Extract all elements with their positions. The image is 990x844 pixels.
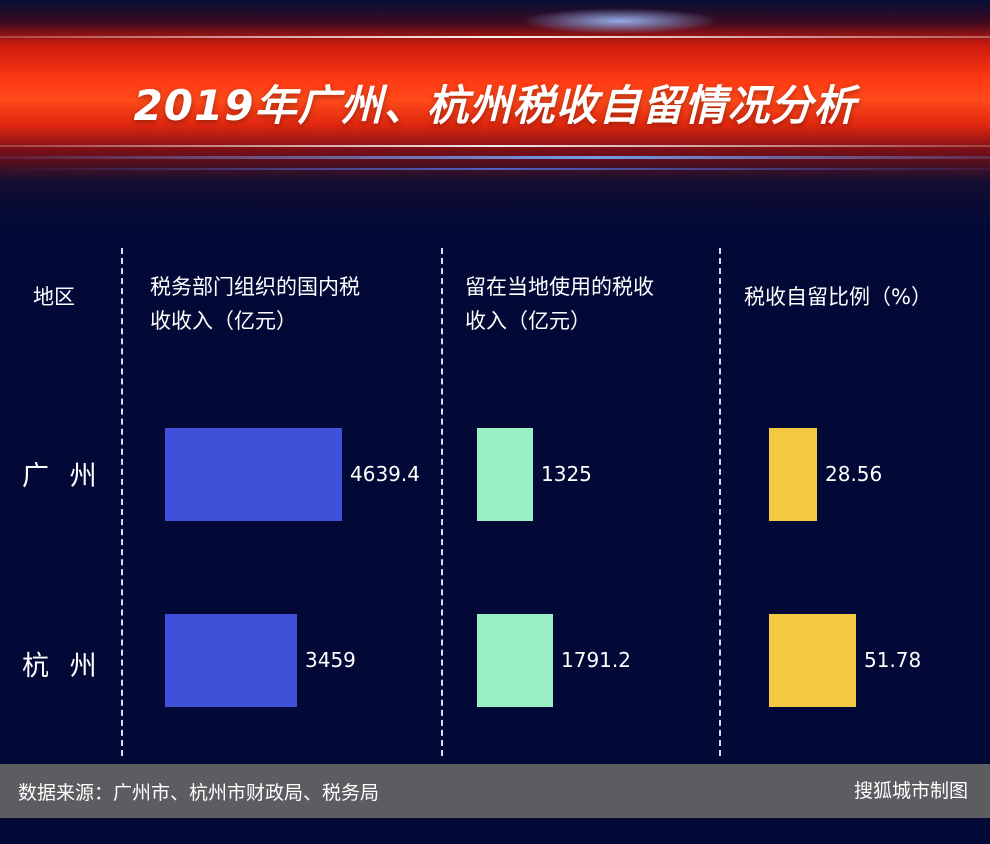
col1-header-line2: 收收入（亿元）: [150, 309, 297, 333]
light-glow: [520, 8, 720, 34]
value-label-2-1: 1325: [541, 461, 592, 486]
col3-header: 税收自留比例（%）: [744, 285, 932, 309]
column-divider: [441, 248, 443, 756]
region-label-guangzhou: 广 州: [22, 461, 103, 492]
value-label-1-2: 3459: [305, 647, 356, 672]
col2-header: 留在当地使用的税收 收入（亿元）: [465, 270, 654, 338]
value-label-1-1: 4639.4: [350, 461, 420, 486]
region-header: 地区: [33, 285, 75, 309]
light-streak: [0, 168, 990, 170]
column-divider: [719, 248, 721, 756]
bar-2-2: [477, 614, 553, 707]
col1-header-line1: 税务部门组织的国内税: [150, 275, 360, 299]
light-streak: [0, 36, 990, 38]
footer: 数据来源：广州市、杭州市财政局、税务局 搜狐城市制图: [0, 764, 990, 818]
chart-title: 2019年广州、杭州税收自留情况分析: [133, 81, 857, 130]
col2-header-line1: 留在当地使用的税收: [465, 275, 654, 299]
col2-header-line2: 收入（亿元）: [465, 309, 591, 333]
value-label-3-2: 51.78: [864, 647, 922, 672]
bar-2-1: [477, 428, 533, 521]
light-streak: [0, 156, 990, 159]
light-streak: [0, 145, 990, 147]
bar-3-1: [769, 428, 817, 521]
bar-1-2: [165, 614, 297, 707]
col1-header: 税务部门组织的国内税 收收入（亿元）: [150, 270, 360, 338]
column-divider: [121, 248, 123, 756]
data-source: 数据来源：广州市、杭州市财政局、税务局: [18, 782, 380, 804]
title-banner: 2019年广州、杭州税收自留情况分析: [0, 0, 990, 236]
value-label-3-1: 28.56: [825, 461, 883, 486]
value-label-2-2: 1791.2: [561, 647, 631, 672]
region-label-hangzhou: 杭 州: [22, 651, 103, 682]
bar-1-1: [165, 428, 342, 521]
credit: 搜狐城市制图: [853, 780, 968, 802]
bar-3-2: [769, 614, 856, 707]
